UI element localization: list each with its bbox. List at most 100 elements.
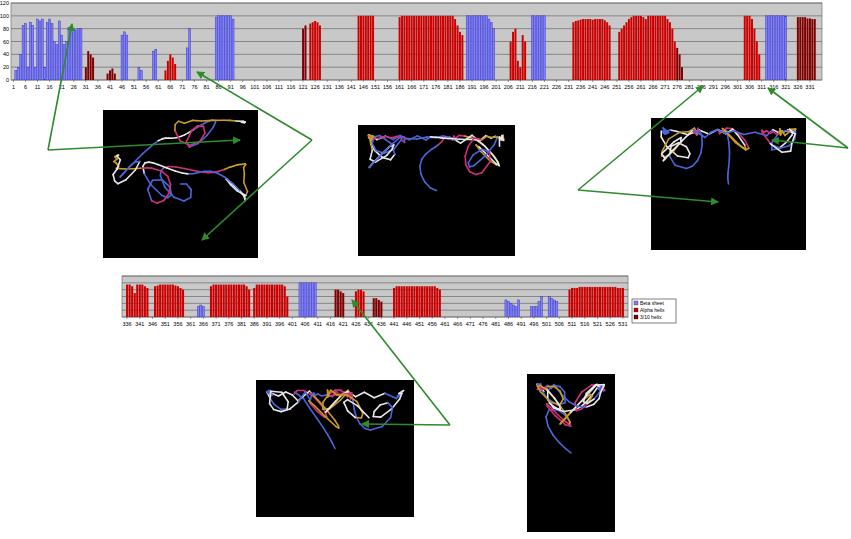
x-tick bbox=[339, 80, 340, 82]
bar bbox=[681, 67, 683, 80]
x-tick bbox=[419, 317, 420, 319]
x-tick-label: 456 bbox=[428, 321, 437, 327]
backbone-trace bbox=[733, 139, 741, 147]
image-frame bbox=[256, 380, 414, 517]
x-tick bbox=[394, 317, 395, 319]
arrow bbox=[768, 88, 848, 148]
x-tick bbox=[520, 80, 521, 82]
backbone-trace bbox=[305, 392, 310, 400]
x-tick bbox=[351, 80, 352, 82]
x-tick bbox=[677, 80, 678, 82]
bar bbox=[167, 285, 169, 317]
y-tick-label: 60 bbox=[3, 39, 9, 45]
x-tick-label: 151 bbox=[371, 84, 380, 90]
structure-image bbox=[103, 110, 258, 258]
backbone-trace bbox=[192, 120, 201, 122]
bar bbox=[602, 287, 604, 317]
bar bbox=[676, 48, 678, 80]
image-frame bbox=[527, 374, 615, 532]
bar bbox=[424, 286, 426, 317]
bar bbox=[174, 64, 176, 80]
bar bbox=[218, 16, 220, 80]
bars bbox=[126, 283, 624, 317]
backbone-trace bbox=[669, 156, 675, 165]
backbone-trace bbox=[419, 166, 422, 174]
bar bbox=[172, 58, 174, 80]
backbone-trace bbox=[492, 155, 498, 163]
backbone-trace bbox=[271, 391, 282, 394]
bar bbox=[628, 19, 630, 80]
bar bbox=[572, 22, 574, 80]
legend-label: 3/10 helix bbox=[640, 314, 662, 320]
bar bbox=[335, 290, 337, 317]
x-tick bbox=[423, 80, 424, 82]
backbone-trace bbox=[292, 395, 298, 401]
backbone-trace bbox=[674, 138, 681, 143]
bar bbox=[614, 287, 616, 317]
bar bbox=[256, 285, 258, 317]
backbone-trace bbox=[420, 159, 422, 166]
backbone-trace bbox=[358, 406, 369, 418]
bar bbox=[232, 19, 234, 80]
bar bbox=[536, 16, 538, 80]
bar bbox=[140, 70, 142, 80]
backbone-trace bbox=[725, 131, 734, 133]
bar bbox=[524, 42, 526, 81]
x-tick-label: 491 bbox=[517, 321, 526, 327]
bar bbox=[591, 287, 593, 317]
backbone-trace bbox=[554, 398, 559, 405]
bar bbox=[597, 19, 599, 80]
x-tick-label: 376 bbox=[224, 321, 233, 327]
bar bbox=[413, 16, 415, 80]
bar bbox=[490, 22, 492, 80]
backbone-trace bbox=[426, 149, 432, 154]
backbone-trace bbox=[473, 149, 482, 155]
bar bbox=[432, 16, 434, 80]
bar bbox=[418, 286, 420, 317]
bar bbox=[157, 286, 159, 317]
backbone-trace bbox=[537, 386, 540, 392]
x-tick-label: 101 bbox=[250, 84, 259, 90]
bar bbox=[220, 285, 222, 317]
backbone-trace bbox=[385, 393, 396, 398]
backbone-trace bbox=[149, 161, 154, 164]
x-tick-label: 131 bbox=[323, 84, 332, 90]
x-tick-label: 326 bbox=[793, 84, 802, 90]
backbone-trace bbox=[269, 391, 271, 397]
bar bbox=[228, 285, 230, 317]
bar bbox=[481, 16, 483, 80]
x-tick-label: 366 bbox=[199, 321, 208, 327]
bar bbox=[398, 286, 400, 317]
x-tick-label: 436 bbox=[377, 321, 386, 327]
backbone-trace bbox=[670, 130, 676, 131]
bar bbox=[20, 54, 22, 80]
bar bbox=[307, 283, 309, 317]
x-tick-label: 61 bbox=[155, 84, 161, 90]
backbone-trace bbox=[269, 398, 271, 404]
x-tick-label: 341 bbox=[135, 321, 144, 327]
bar bbox=[596, 287, 598, 317]
bar bbox=[671, 29, 673, 80]
bar bbox=[314, 21, 316, 80]
bar bbox=[425, 16, 427, 80]
arrow bbox=[772, 140, 848, 148]
backbone-trace bbox=[113, 175, 114, 181]
legend-label: Beta sheet bbox=[640, 300, 665, 306]
x-tick bbox=[447, 80, 448, 82]
bar bbox=[579, 287, 581, 317]
backbone-trace bbox=[161, 171, 168, 177]
bar bbox=[225, 16, 227, 80]
y-tick-label: 0 bbox=[6, 77, 9, 83]
bar bbox=[518, 300, 520, 317]
x-tick bbox=[508, 317, 509, 319]
backbone-trace bbox=[541, 392, 551, 402]
bar bbox=[664, 16, 666, 80]
backbone-trace bbox=[370, 150, 372, 159]
bar bbox=[418, 16, 420, 80]
backbone-trace bbox=[354, 408, 356, 417]
bar bbox=[435, 16, 437, 80]
bar bbox=[599, 287, 601, 317]
bar bbox=[802, 17, 804, 80]
bar bbox=[378, 300, 380, 317]
backbone-trace bbox=[693, 130, 705, 138]
